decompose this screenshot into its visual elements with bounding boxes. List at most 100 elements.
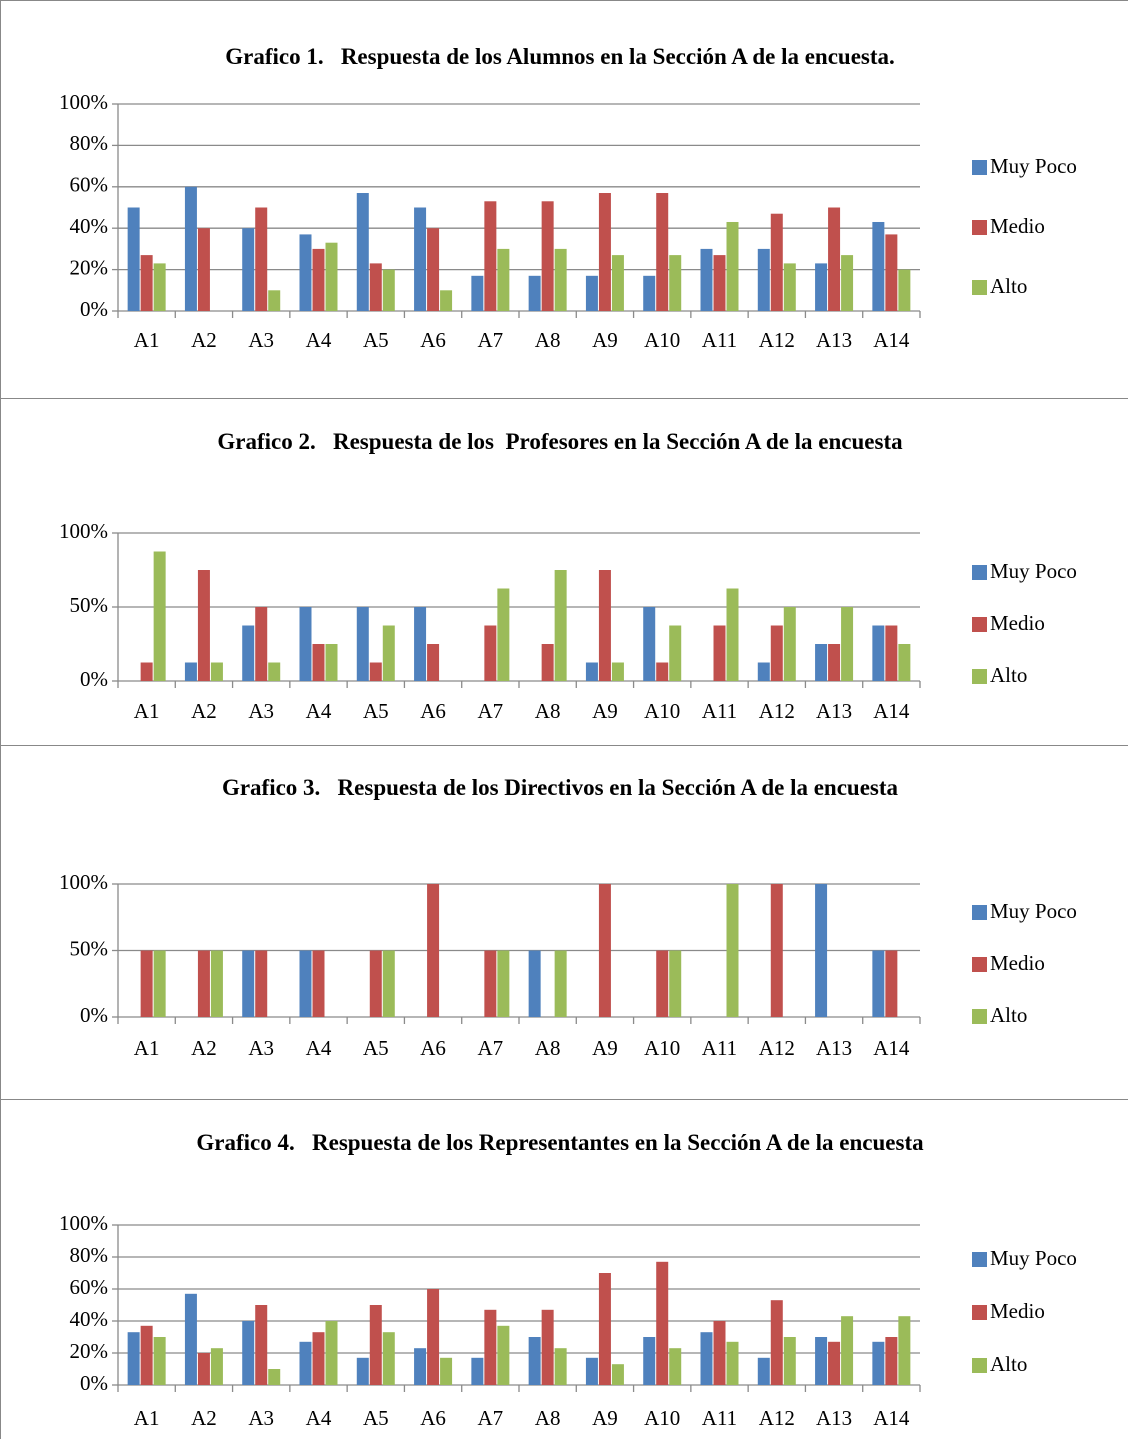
bar xyxy=(484,1309,497,1385)
x-tick-label: A3 xyxy=(248,699,274,723)
bar xyxy=(312,248,325,311)
bar xyxy=(541,1309,554,1385)
bar xyxy=(140,950,153,1017)
y-tick-label: 0% xyxy=(80,1003,108,1027)
bar xyxy=(611,255,624,311)
legend-label: Alto xyxy=(990,663,1027,687)
bar xyxy=(484,201,497,311)
bar xyxy=(898,269,911,311)
bar xyxy=(140,662,153,681)
x-tick-label: A5 xyxy=(363,699,389,723)
x-tick-label: A11 xyxy=(702,699,737,723)
bar xyxy=(770,213,783,311)
bar xyxy=(427,228,440,311)
bar xyxy=(184,662,197,681)
x-tick-label: A10 xyxy=(644,328,680,352)
bar xyxy=(783,607,796,681)
x-tick-label: A12 xyxy=(759,1406,795,1430)
bar xyxy=(268,290,281,311)
chart-title: Grafico 3. Respuesta de los Directivos e… xyxy=(221,775,899,800)
bar xyxy=(528,1337,541,1385)
x-tick-label: A13 xyxy=(816,328,852,352)
x-tick-label: A10 xyxy=(644,699,680,723)
y-tick-label: 40% xyxy=(70,1307,109,1331)
bar xyxy=(528,950,541,1017)
x-tick-label: A9 xyxy=(592,1406,618,1430)
x-tick-label: A8 xyxy=(535,1406,561,1430)
bar xyxy=(783,1337,796,1385)
bar xyxy=(197,228,210,311)
y-tick-label: 0% xyxy=(80,1371,108,1395)
x-tick-label: A13 xyxy=(816,1036,852,1060)
bar xyxy=(210,950,223,1017)
x-tick-label: A1 xyxy=(134,699,160,723)
x-tick-label: A3 xyxy=(248,1036,274,1060)
bar xyxy=(757,662,770,681)
x-tick-label: A8 xyxy=(535,328,561,352)
legend-label: Alto xyxy=(990,1352,1027,1376)
y-tick-label: 50% xyxy=(70,593,109,617)
chart-title: Grafico 4. Respuesta de los Representant… xyxy=(196,1130,924,1155)
bar xyxy=(885,1337,898,1385)
legend-swatch xyxy=(972,957,987,972)
bar xyxy=(669,1348,682,1385)
bar xyxy=(598,1273,611,1385)
bar xyxy=(382,1332,395,1385)
y-tick-label: 100% xyxy=(59,90,108,114)
bar xyxy=(541,201,554,311)
bar xyxy=(153,551,166,681)
x-tick-label: A12 xyxy=(759,328,795,352)
bar xyxy=(872,625,885,681)
bar xyxy=(828,644,841,681)
bar xyxy=(669,625,682,681)
x-tick-label: A2 xyxy=(191,699,217,723)
bar xyxy=(885,950,898,1017)
bar xyxy=(669,950,682,1017)
bar xyxy=(369,1305,382,1385)
bar xyxy=(770,884,783,1017)
bar xyxy=(726,221,739,311)
bar xyxy=(726,884,739,1017)
bar xyxy=(127,1332,140,1385)
bar xyxy=(656,193,669,311)
bar xyxy=(783,263,796,311)
bar xyxy=(643,607,656,681)
bar xyxy=(299,234,312,311)
bar xyxy=(299,607,312,681)
bar xyxy=(497,950,510,1017)
bar xyxy=(872,221,885,311)
bar xyxy=(440,290,453,311)
bar xyxy=(312,950,325,1017)
bar xyxy=(427,1289,440,1385)
bar xyxy=(440,1357,453,1385)
bar xyxy=(770,1300,783,1385)
x-tick-label: A4 xyxy=(306,1406,332,1430)
bar xyxy=(497,248,510,311)
bar xyxy=(598,570,611,681)
x-tick-label: A7 xyxy=(478,699,504,723)
panel xyxy=(0,0,1128,398)
bar xyxy=(382,625,395,681)
y-tick-label: 60% xyxy=(70,1275,109,1299)
panel xyxy=(0,398,1128,745)
bar xyxy=(611,1364,624,1385)
bar xyxy=(528,275,541,311)
x-tick-label: A13 xyxy=(816,699,852,723)
bar xyxy=(815,644,828,681)
legend-label: Muy Poco xyxy=(990,899,1077,923)
x-tick-label: A11 xyxy=(702,1406,737,1430)
bar xyxy=(140,1325,153,1385)
chart-title: Grafico 1. Respuesta de los Alumnos en l… xyxy=(225,44,895,69)
bar xyxy=(828,207,841,311)
legend-swatch xyxy=(972,1305,987,1320)
bar xyxy=(268,662,281,681)
legend-swatch xyxy=(972,905,987,920)
bar xyxy=(554,248,567,311)
bar xyxy=(325,1321,338,1385)
legend-swatch xyxy=(972,280,987,295)
x-tick-label: A11 xyxy=(702,1036,737,1060)
bar xyxy=(242,625,255,681)
x-tick-label: A4 xyxy=(306,699,332,723)
bar xyxy=(382,950,395,1017)
